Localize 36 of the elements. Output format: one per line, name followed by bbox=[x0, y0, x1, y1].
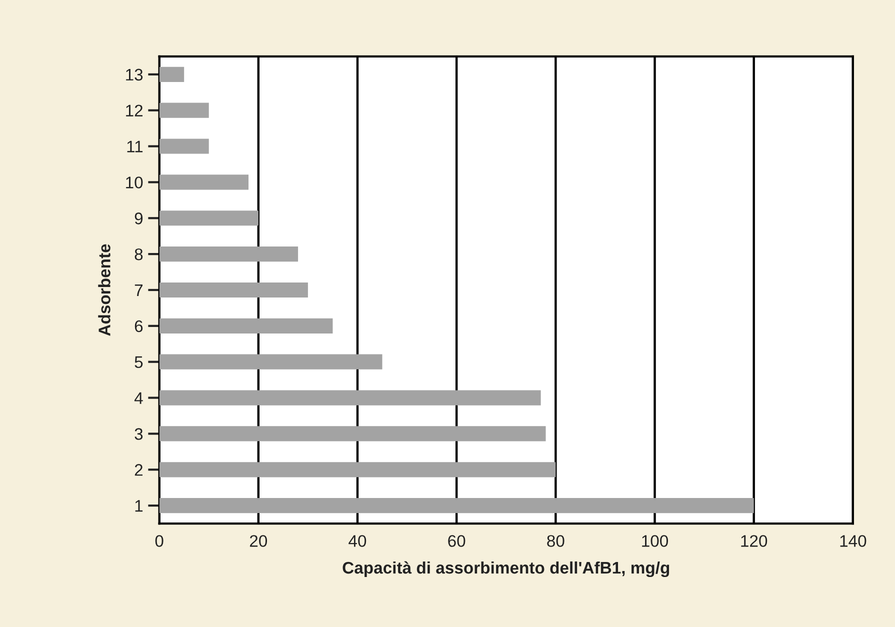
x-tick-label: 80 bbox=[547, 535, 564, 547]
x-tick-label: 60 bbox=[448, 535, 466, 547]
x-tick-label: 120 bbox=[741, 535, 768, 547]
y-tick-label: 13 bbox=[126, 68, 143, 81]
y-tick-label: 7 bbox=[134, 284, 142, 296]
bar bbox=[159, 462, 556, 478]
y-tick-label: 12 bbox=[126, 104, 143, 116]
y-tick-label: 6 bbox=[134, 320, 143, 332]
bar bbox=[159, 102, 209, 118]
bar bbox=[159, 498, 754, 514]
y-tick-label: 1 bbox=[135, 500, 143, 512]
y-tick-label: 4 bbox=[134, 392, 143, 404]
y-axis-title: Adsorbente bbox=[98, 244, 110, 336]
x-tick-label: 140 bbox=[840, 535, 866, 547]
bar bbox=[159, 426, 546, 442]
bar bbox=[159, 354, 382, 370]
bar bbox=[159, 210, 258, 226]
bar bbox=[159, 66, 184, 82]
y-tick-label: 11 bbox=[127, 140, 143, 152]
x-tick-label: 100 bbox=[642, 535, 668, 547]
x-tick-label: 0 bbox=[155, 535, 164, 547]
x-tick-label: 40 bbox=[348, 535, 366, 547]
y-tick-label: 3 bbox=[134, 428, 143, 440]
bar bbox=[159, 138, 209, 154]
bar bbox=[159, 246, 298, 262]
bar bbox=[159, 318, 333, 334]
x-axis-title: Capacità di assorbimento dell'AfB1, mg/g bbox=[342, 561, 670, 578]
bar bbox=[159, 390, 541, 406]
y-tick-label: 8 bbox=[134, 248, 143, 260]
y-tick-label: 2 bbox=[134, 464, 142, 476]
y-tick-label: 9 bbox=[134, 212, 143, 224]
y-tick-label: 5 bbox=[134, 356, 143, 368]
bar bbox=[159, 282, 308, 298]
bar bbox=[159, 174, 248, 190]
x-tick-label: 20 bbox=[250, 535, 268, 547]
y-tick-label: 10 bbox=[126, 176, 143, 188]
